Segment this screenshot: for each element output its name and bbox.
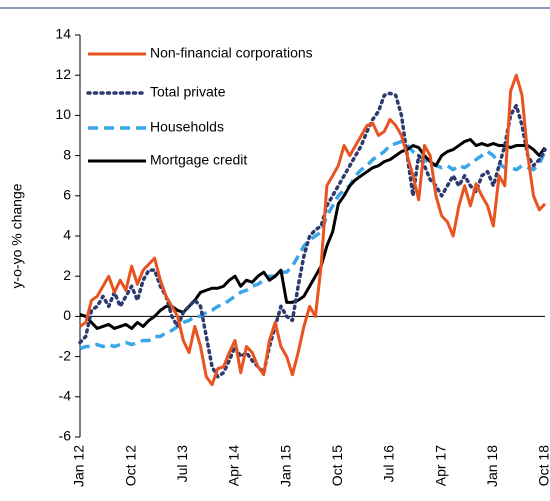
y-tick-label: -2 (59, 347, 72, 363)
series-line (79, 139, 547, 351)
x-tick-label: Jan 12 (71, 445, 87, 487)
y-tick-label: -6 (59, 428, 72, 444)
legend-label: Households (150, 119, 224, 135)
y-tick-label: 6 (63, 187, 71, 203)
x-tick-label: Oct 15 (329, 445, 345, 486)
x-tick-label: Oct 12 (122, 445, 138, 486)
x-tick-label: Jan 15 (277, 445, 293, 487)
x-tick-label: Jul 13 (174, 445, 190, 483)
legend-label: Total private (150, 84, 226, 100)
y-tick-label: 4 (63, 227, 71, 243)
series-line (78, 91, 547, 379)
y-tick-label: 0 (63, 307, 71, 323)
x-tick-label: Apr 17 (432, 445, 448, 486)
legend-label: Mortgage credit (150, 152, 247, 168)
series-line (79, 138, 547, 330)
y-tick-label: 14 (55, 26, 71, 42)
series-line (79, 73, 547, 387)
y-tick-label: 10 (55, 106, 71, 122)
x-tick-label: Jul 16 (381, 445, 397, 483)
y-tick-label: 2 (63, 267, 71, 283)
y-axis-label: y-o-yo % change (9, 183, 25, 288)
y-tick-label: 12 (55, 66, 71, 82)
x-tick-label: Apr 14 (226, 445, 242, 486)
y-tick-label: -4 (59, 388, 72, 404)
x-tick-label: Oct 18 (536, 445, 550, 486)
x-tick-label: Jan 18 (484, 445, 500, 487)
legend-label: Non-financial corporations (150, 45, 313, 61)
y-tick-label: 8 (63, 146, 71, 162)
